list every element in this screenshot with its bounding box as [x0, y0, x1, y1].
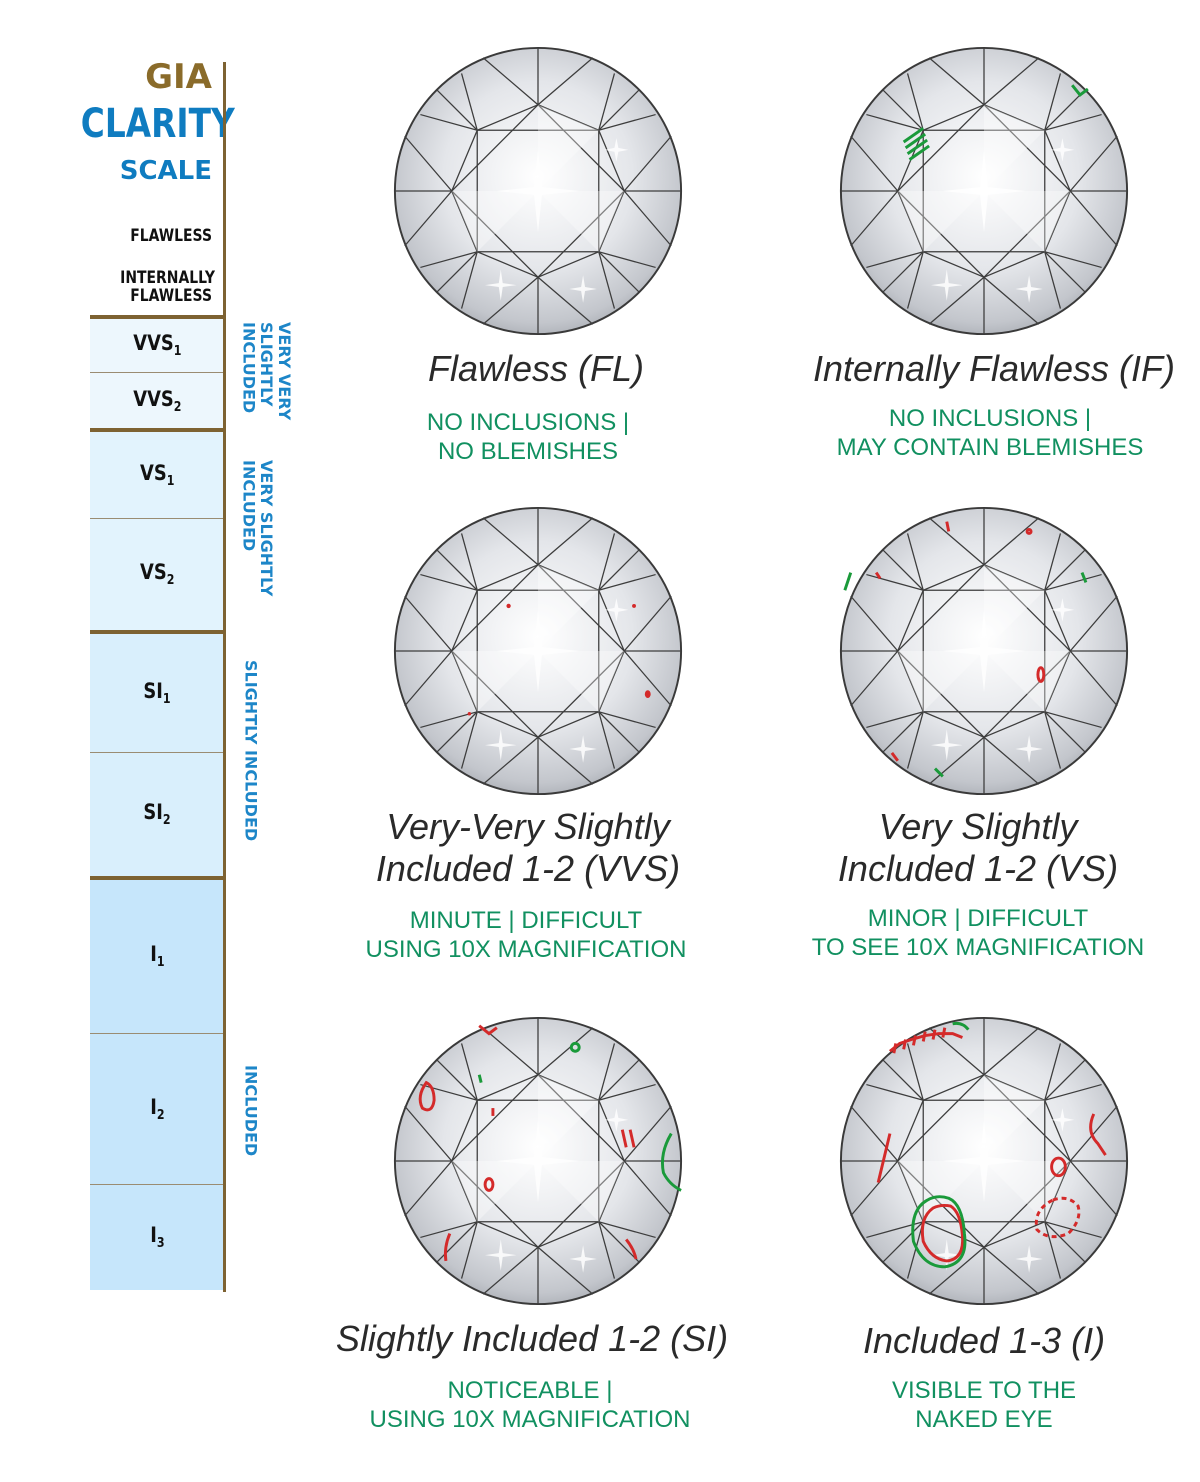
group-label-si: SLIGHTLY INCLUDED [241, 660, 261, 842]
blemish-marks [902, 84, 1089, 161]
scale-cell-si1: SI1 [90, 634, 224, 752]
scale-cell-vs2: VS2 [90, 519, 224, 630]
scale-divider [90, 1033, 224, 1034]
grade-title-vvs: Very-Very Slightly Included 1-2 (VVS) [375, 806, 681, 890]
inclusion-marks [874, 521, 1046, 762]
scale-cell-i2: I2 [90, 1034, 224, 1184]
grade-desc-vvs: MINUTE | DIFFICULT USING 10X MAGNIFICATI… [365, 907, 687, 964]
scale-divider [90, 876, 224, 880]
grade-desc-fl: NO INCLUSIONS | NO BLEMISHES [426, 409, 630, 466]
grade-title-if: Internally Flawless (IF) [812, 348, 1176, 389]
scale-title-scale: SCALE [119, 156, 212, 186]
group-label-vs: VERY SLIGHTLY INCLUDED [239, 460, 277, 597]
grade-title-si: Slightly Included 1-2 (SI) [335, 1318, 729, 1359]
scale-divider [90, 315, 224, 319]
diamond-if [837, 44, 1131, 338]
grade-desc-if: NO INCLUSIONS | MAY CONTAIN BLEMISHES [836, 405, 1144, 462]
scale-vertical-rule [223, 62, 226, 1292]
diamond-fl [391, 44, 685, 338]
scale-divider [90, 428, 224, 432]
grade-title-i: Included 1-3 (I) [862, 1320, 1106, 1361]
scale-divider [90, 1184, 224, 1185]
scale-divider [90, 518, 224, 519]
grade-desc-si: NOTICEABLE | USING 10X MAGNIFICATION [369, 1377, 691, 1434]
inclusion-marks [418, 1024, 638, 1262]
scale-cell-vvs1: VVS1 [90, 319, 224, 372]
diamond-si [391, 1014, 685, 1308]
inclusion-marks [467, 603, 651, 716]
scale-cell-vs1: VS1 [90, 432, 224, 518]
grade-label-internally-flawless: INTERNALLY FLAWLESS [120, 268, 215, 306]
inclusion-marks [876, 1027, 1107, 1263]
diamond-vs [837, 504, 1131, 798]
grade-desc-vs: MINOR | DIFFICULT TO SEE 10X MAGNIFICATI… [811, 905, 1145, 962]
group-label-included: INCLUDED [241, 1065, 261, 1157]
grade-title-fl: Flawless (FL) [427, 348, 645, 389]
scale-cell-i1: I1 [90, 880, 224, 1033]
scale-divider [90, 752, 224, 753]
diamond-vvs [391, 504, 685, 798]
diamond-i [837, 1014, 1131, 1308]
scale-cell-si2: SI2 [90, 753, 224, 876]
scale-divider [90, 630, 224, 634]
grade-title-vs: Very Slightly Included 1-2 (VS) [837, 806, 1119, 890]
scale-cell-i3: I3 [90, 1185, 224, 1290]
group-label-vvs: VERY VERY SLIGHTLY INCLUDED [239, 322, 294, 421]
scale-title-clarity: CLARITY [80, 101, 235, 147]
scale-cell-vvs2: VVS2 [90, 373, 224, 429]
grade-desc-i: VISIBLE TO THE NAKED EYE [891, 1377, 1077, 1434]
scale-title-gia: GIA [145, 57, 212, 97]
grade-label-flawless: FLAWLESS [130, 226, 212, 246]
scale-divider [90, 372, 224, 373]
